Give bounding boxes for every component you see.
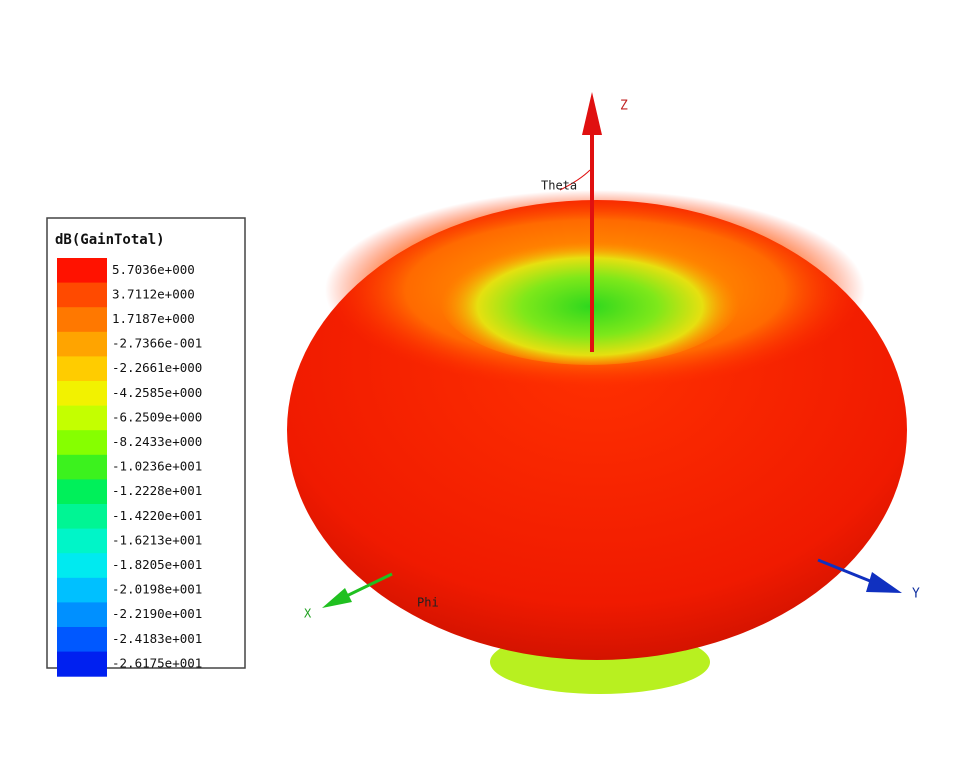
legend-label: 5.7036e+000 bbox=[112, 262, 195, 277]
legend-label: -1.2228e+001 bbox=[112, 483, 202, 498]
legend-label: -2.2661e+000 bbox=[112, 360, 202, 375]
axis-label: X bbox=[304, 607, 312, 621]
legend-label: -2.6175e+001 bbox=[112, 655, 202, 670]
legend-swatch bbox=[57, 479, 107, 505]
legend-label: -1.6213e+001 bbox=[112, 532, 202, 547]
legend-label: 3.7112e+000 bbox=[112, 286, 195, 301]
legend-swatch bbox=[57, 356, 107, 382]
legend-label: -6.2509e+000 bbox=[112, 409, 202, 424]
legend-swatch bbox=[57, 504, 107, 530]
legend-label: -1.4220e+001 bbox=[112, 508, 202, 523]
axis-label: Phi bbox=[417, 596, 439, 610]
legend-title: dB(GainTotal) bbox=[55, 232, 165, 248]
legend-label: -4.2585e+000 bbox=[112, 385, 202, 400]
legend-swatch bbox=[57, 602, 107, 628]
legend-swatch bbox=[57, 553, 107, 579]
axis-label: Y bbox=[912, 587, 920, 602]
pattern-surface bbox=[287, 190, 907, 694]
legend-swatch bbox=[57, 381, 107, 407]
legend-swatch bbox=[57, 331, 107, 357]
legend-label: -1.0236e+001 bbox=[112, 459, 202, 474]
axis-label: Z bbox=[620, 99, 628, 114]
legend-swatch bbox=[57, 282, 107, 308]
legend-swatch bbox=[57, 307, 107, 333]
legend-swatch bbox=[57, 258, 107, 284]
legend-swatch bbox=[57, 577, 107, 603]
legend-label: -2.4183e+001 bbox=[112, 631, 202, 646]
legend-swatch bbox=[57, 528, 107, 554]
legend: dB(GainTotal) 5.7036e+000 3.7112e+000 1.71… bbox=[46, 217, 246, 677]
legend-swatch bbox=[57, 405, 107, 431]
legend-label: -2.0198e+001 bbox=[112, 582, 202, 597]
axes: Z Theta X Phi Y bbox=[304, 92, 920, 621]
legend-label: -2.7366e-001 bbox=[112, 336, 202, 351]
legend-swatch bbox=[57, 651, 107, 677]
legend-label: 1.7187e+000 bbox=[112, 311, 195, 326]
axis-label: Theta bbox=[541, 179, 577, 193]
legend-label: -1.8205e+001 bbox=[112, 557, 202, 572]
legend-label: -8.2433e+000 bbox=[112, 434, 202, 449]
legend-swatch bbox=[57, 430, 107, 456]
legend-label: -2.2190e+001 bbox=[112, 606, 202, 621]
legend-swatch bbox=[57, 627, 107, 653]
legend-swatch bbox=[57, 454, 107, 480]
